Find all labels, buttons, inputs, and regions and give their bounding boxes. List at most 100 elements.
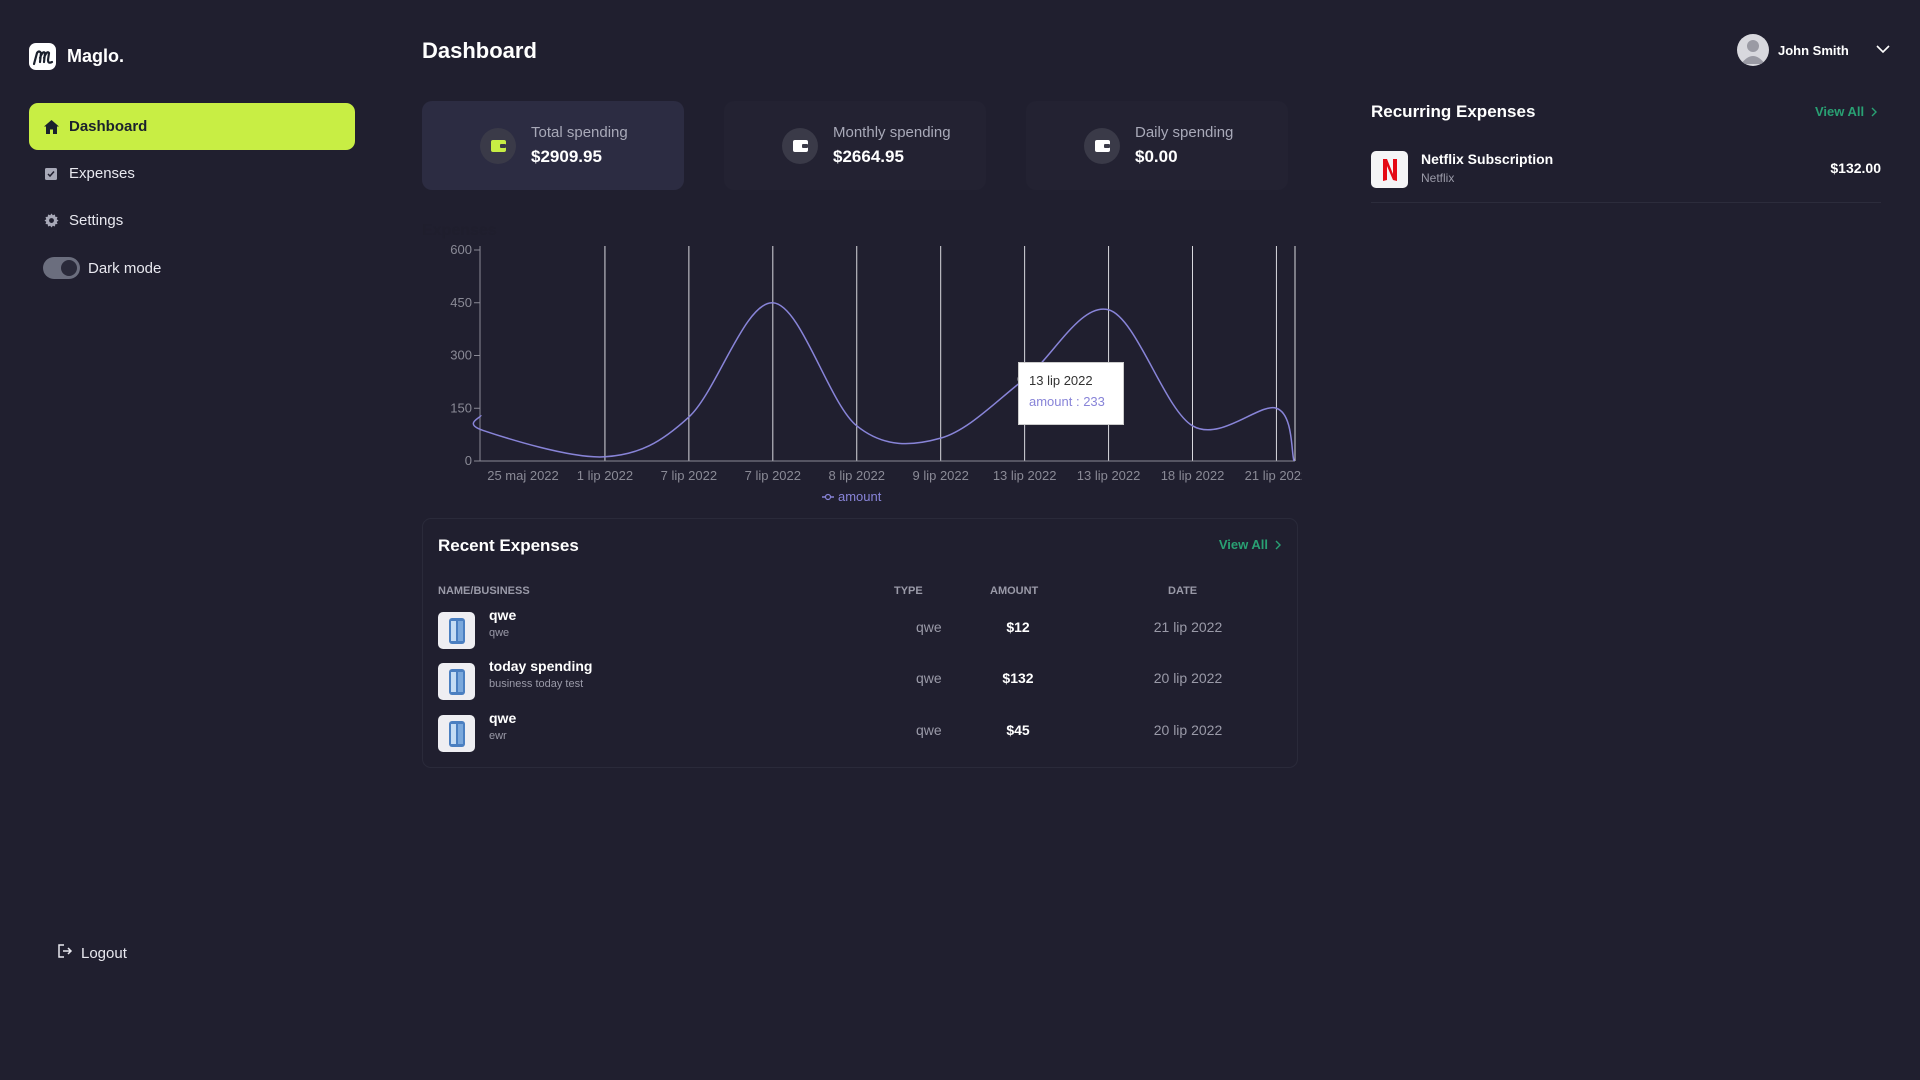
recent-expenses-title: Recent Expenses	[438, 536, 579, 555]
chart-legend[interactable]: amount	[822, 489, 881, 504]
stat-label: Daily spending	[1135, 124, 1234, 141]
user-name: John Smith	[1778, 42, 1849, 58]
recurring-item-netflix[interactable]: Netflix Subscription Netflix $132.00	[1371, 145, 1881, 203]
expenses-icon	[43, 166, 59, 182]
toggle-switch[interactable]	[43, 257, 80, 279]
expense-name: today spending	[489, 658, 593, 674]
stat-label: Total spending	[531, 124, 628, 141]
sidebar-item-expenses[interactable]: Expenses	[29, 150, 355, 197]
recent-view-all-link[interactable]: View All	[1219, 537, 1281, 552]
chart-tooltip: 13 lip 2022 amount : 233	[1018, 362, 1124, 425]
chart-x-tick-label: 9 lip 2022	[912, 468, 968, 483]
expense-amount: $45	[1006, 722, 1030, 738]
gear-icon	[43, 213, 59, 229]
recurring-view-all-link[interactable]: View All	[1815, 104, 1878, 119]
chart-x-tick-label: 13 lip 2022	[1077, 468, 1141, 483]
page-title: Dashboard	[422, 38, 537, 63]
chart-title: Expenses	[422, 222, 497, 239]
stats-row: Total spending $2909.95 Monthly spending…	[422, 101, 1288, 190]
logout-icon	[57, 943, 73, 963]
chart-y-tick-label: 450	[450, 295, 472, 310]
tooltip-value: amount : 233	[1029, 394, 1105, 409]
view-all-label: View All	[1815, 104, 1865, 119]
chart-x-tick-label: 1 lip 2022	[577, 468, 633, 483]
expense-business: business today test	[489, 678, 584, 690]
chart-x-tick-label: 7 lip 2022	[745, 468, 801, 483]
expense-name: qwe	[489, 607, 517, 623]
stat-value: $2664.95	[833, 147, 904, 166]
product-thumbnail	[438, 663, 475, 700]
wallet-icon	[1084, 127, 1120, 164]
expense-amount: $12	[1006, 619, 1030, 635]
table-row[interactable]: today spending business today test qwe $…	[438, 658, 1284, 702]
chart-x-tick-label: 13 lip 2022	[993, 468, 1057, 483]
user-menu[interactable]: John Smith	[1737, 34, 1890, 66]
chevron-right-icon	[1275, 540, 1281, 549]
column-header-amount: AMOUNT	[990, 585, 1039, 597]
column-header-date: DATE	[1168, 585, 1198, 597]
logout-label: Logout	[81, 944, 127, 962]
expense-type: qwe	[916, 722, 942, 738]
legend-line-icon	[822, 493, 834, 500]
sidebar-item-label: Settings	[69, 212, 124, 229]
expense-date: 20 lip 2022	[1153, 670, 1223, 686]
chart-series-line	[472, 301, 1295, 462]
recurring-amount: $132.00	[1830, 160, 1881, 176]
table-row[interactable]: qwe ewr qwe $45 20 lip 2022	[438, 710, 1284, 754]
sidebar-nav: Dashboard Expenses Settings	[29, 103, 355, 244]
expense-type: qwe	[916, 670, 942, 686]
chart-svg: 0 150 300 450 600 25 maj 2022 1 lip 2022 7 lip …	[450, 242, 1302, 483]
expense-date: 21 lip 2022	[1153, 619, 1223, 635]
product-thumbnail	[438, 715, 475, 752]
legend-label: amount	[838, 489, 882, 504]
sidebar-item-settings[interactable]: Settings	[29, 197, 355, 244]
wallet-icon	[480, 127, 516, 164]
table-row[interactable]: qwe qwe qwe $12 21 lip 2022	[438, 607, 1284, 651]
sidebar-item-label: Expenses	[69, 165, 135, 182]
expense-type: qwe	[916, 619, 942, 635]
avatar	[1737, 34, 1769, 66]
recent-expenses-card: Recent Expenses View All NAME/BUSINESS T…	[422, 518, 1298, 768]
stat-card-total[interactable]: Total spending $2909.95	[422, 101, 684, 190]
chart-x-tick-label: 25 maj 2022	[487, 468, 559, 483]
logout-button[interactable]: Logout	[57, 943, 127, 963]
stat-card-monthly[interactable]: Monthly spending $2664.95	[724, 101, 986, 190]
chevron-right-icon	[1871, 107, 1878, 116]
view-all-label: View All	[1218, 537, 1268, 552]
chart-y-tick-label: 300	[450, 348, 472, 363]
chart-y-tick-label: 0	[465, 453, 472, 468]
sidebar: Maglo. Dashboard Expenses	[0, 0, 380, 1080]
dark-mode-label: Dark mode	[88, 259, 162, 277]
sidebar-item-dashboard[interactable]: Dashboard	[29, 103, 355, 150]
recurring-name: Netflix Subscription	[1421, 151, 1554, 167]
chart-x-tick-label: 21 lip 2022	[1245, 468, 1302, 483]
stat-value: $2909.95	[531, 147, 602, 166]
toggle-knob	[61, 260, 77, 276]
expense-date: 20 lip 2022	[1153, 722, 1223, 738]
column-header-type: TYPE	[894, 585, 923, 597]
wallet-icon	[782, 127, 818, 164]
stat-value: $0.00	[1135, 147, 1178, 166]
logo-mark-icon	[29, 43, 56, 70]
app-logo[interactable]: Maglo.	[29, 43, 124, 70]
tooltip-date: 13 lip 2022	[1029, 373, 1093, 388]
netflix-logo-icon	[1371, 151, 1408, 188]
chart-y-tick-label: 150	[450, 400, 472, 415]
chart-x-tick-label: 7 lip 2022	[661, 468, 717, 483]
home-icon	[43, 119, 59, 135]
stat-card-daily[interactable]: Daily spending $0.00	[1026, 101, 1288, 190]
column-header-name: NAME/BUSINESS	[438, 585, 530, 597]
expense-business: qwe	[489, 627, 510, 639]
dark-mode-toggle[interactable]: Dark mode	[43, 257, 161, 279]
expense-amount: $132	[1002, 670, 1034, 686]
expense-business: ewr	[489, 730, 507, 742]
product-thumbnail	[438, 612, 475, 649]
chevron-down-icon[interactable]	[1876, 41, 1890, 59]
app-name: Maglo.	[67, 46, 124, 66]
recurring-expenses-title: Recurring Expenses	[1371, 102, 1536, 121]
stat-label: Monthly spending	[833, 124, 951, 141]
expenses-chart[interactable]: 0 150 300 450 600 25 maj 2022 1 lip 2022 7 lip …	[422, 236, 1302, 511]
recurring-provider: Netflix	[1421, 171, 1455, 185]
chart-y-tick-label: 600	[450, 242, 472, 257]
